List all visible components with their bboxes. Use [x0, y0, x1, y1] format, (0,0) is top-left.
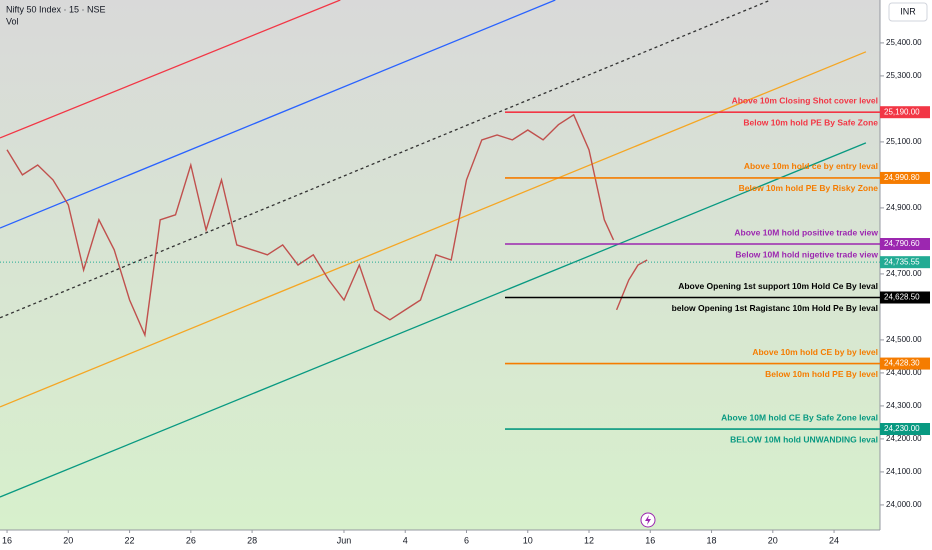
x-tick-label: 4: [403, 535, 408, 545]
level-tag: [880, 238, 930, 251]
price-axis: [880, 0, 932, 550]
chart-subtitle: Vol: [6, 16, 19, 26]
currency[interactable]: INR: [900, 6, 916, 16]
y-tick-label: 25,100.00: [886, 137, 922, 146]
level-label: Above 10m hold ce by entry leval: [744, 161, 878, 171]
events-icon-bolt: [645, 515, 651, 525]
level-label: Below 10M hold nigetive trade view: [735, 249, 878, 259]
level-tag: [880, 423, 930, 436]
time-axis: [0, 530, 880, 550]
y-tick-label: 24,000.00: [886, 500, 922, 509]
level-tag: [880, 291, 930, 304]
currency-button[interactable]: [888, 2, 928, 22]
level-label: Above 10m Closing Shot cover level: [732, 95, 878, 105]
y-tick-label: 24,200.00: [886, 434, 922, 443]
trend-line: [0, 142, 867, 498]
level-tag-label: 24,790.60: [884, 239, 920, 248]
trend-line: [0, 0, 556, 229]
chart-title: Nifty 50 Index · 15 · NSE: [6, 4, 106, 14]
x-tick-label: 10: [523, 535, 533, 545]
plot-background: [0, 0, 880, 530]
level-label: Below 10m hold PE By Risky Zone: [739, 183, 879, 193]
x-tick-label: 20: [63, 535, 73, 545]
level-label: Above 10M hold CE By Safe Zone leval: [721, 412, 878, 422]
y-tick-label: 24,700.00: [886, 269, 922, 278]
level-label: Above 10m hold CE by by level: [752, 347, 878, 357]
x-tick-label: 24: [829, 535, 839, 545]
y-tick-label: 24,400.00: [886, 368, 922, 377]
level-label: Above Opening 1st support 10m Hold Ce By…: [678, 281, 878, 291]
level-tag-label: 25,190.00: [884, 107, 920, 116]
trend-line: [0, 0, 771, 319]
trend-line: [0, 0, 341, 139]
level-label: Below 10m hold PE By level: [765, 369, 878, 379]
x-tick-label: 28: [247, 535, 257, 545]
x-tick-label: 18: [707, 535, 717, 545]
level-tag: [880, 171, 930, 184]
level-tag: [880, 106, 930, 119]
level-tag-label: 24,990.80: [884, 173, 920, 182]
x-tick-label: 26: [186, 535, 196, 545]
y-tick-label: 25,400.00: [886, 38, 922, 47]
level-label: BELOW 10M hold UNWANDING leval: [730, 434, 878, 444]
current-price-label: 24,735.55: [884, 257, 920, 266]
level-label: below Opening 1st Ragistanc 10m Hold Pe …: [672, 303, 878, 313]
y-tick-label: 24,900.00: [886, 203, 922, 212]
x-tick-label: 16: [645, 535, 655, 545]
level-label: Below 10m hold PE By Safe Zone: [743, 117, 878, 127]
current-price-tag: [880, 256, 930, 269]
y-tick-label: 25,300.00: [886, 71, 922, 80]
level-tag-label: 24,428.30: [884, 359, 920, 368]
level-tag-label: 24,230.00: [884, 424, 920, 433]
level-tag-label: 24,628.50: [884, 293, 920, 302]
x-tick-label: 6: [464, 535, 469, 545]
y-tick-label: 24,500.00: [886, 335, 922, 344]
level-tag: [880, 357, 930, 370]
y-tick-label: 24,300.00: [886, 401, 922, 410]
x-tick-label: 12: [584, 535, 594, 545]
x-tick-label: 22: [125, 535, 135, 545]
level-label: Above 10M hold positive trade view: [734, 227, 878, 237]
x-tick-label: 20: [768, 535, 778, 545]
x-tick-label: 16: [2, 535, 12, 545]
trend-line: [0, 51, 867, 408]
x-tick-label: Jun: [337, 535, 352, 545]
y-tick-label: 24,100.00: [886, 467, 922, 476]
